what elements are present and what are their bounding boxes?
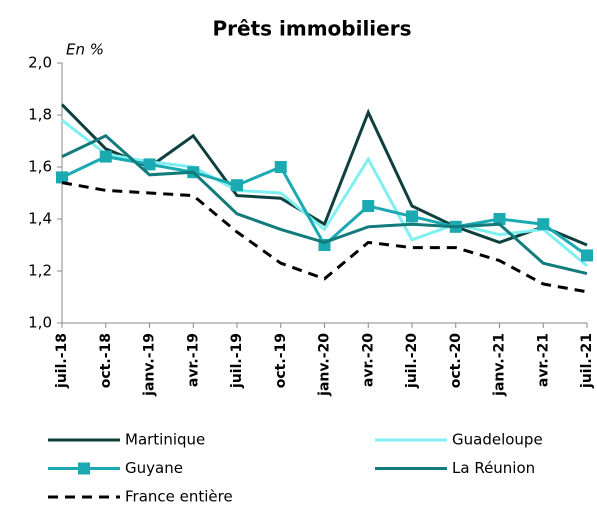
series-line [60,103,588,247]
series-line [61,134,588,276]
marker [362,200,375,212]
y-tick-label: 2,0 [28,54,52,72]
chart-subtitle: En % [66,41,104,59]
marker [231,179,243,192]
x-tick-label: oct.-18 [98,333,114,388]
legend-label: Guyane [125,459,183,477]
x-tick-label: janv.-19 [142,333,158,397]
x-tick-label: oct.-20 [448,333,464,388]
x-tick-label: juil.-18 [54,333,70,389]
chart-title: Prêts immobiliers [212,17,411,41]
series-line [61,181,588,294]
x-tick-label: oct.-19 [273,333,289,388]
x-tick-label: juil.-20 [404,333,420,389]
y-tick-label: 1,8 [28,106,52,124]
marker [99,150,112,163]
x-tick-label: avr.-21 [535,333,551,387]
legend-label: Martinique [125,431,205,449]
x-tick-label: juil.-19 [229,333,245,389]
x-tick-label: janv.-21 [492,333,508,397]
legend-label: France entière [125,488,233,506]
legend-label: La Réunion [452,459,535,477]
x-tick-label: avr.-19 [185,333,201,387]
marker [406,210,418,223]
marker [537,218,550,231]
y-tick-label: 1,2 [28,262,52,280]
legend-label: Guadeloupe [452,431,543,449]
legend-marker [78,462,90,475]
marker [493,213,506,225]
x-tick-label: juil.-21 [579,333,595,389]
x-tick-label: avr.-20 [360,333,376,387]
marker [143,158,156,171]
marker [274,161,287,173]
marker [56,171,68,184]
y-tick-label: 1,4 [28,210,52,228]
y-tick-label: 1,6 [28,158,52,176]
x-tick-label: janv.-20 [317,333,333,397]
y-tick-label: 1,0 [28,314,52,332]
marker [581,249,593,262]
